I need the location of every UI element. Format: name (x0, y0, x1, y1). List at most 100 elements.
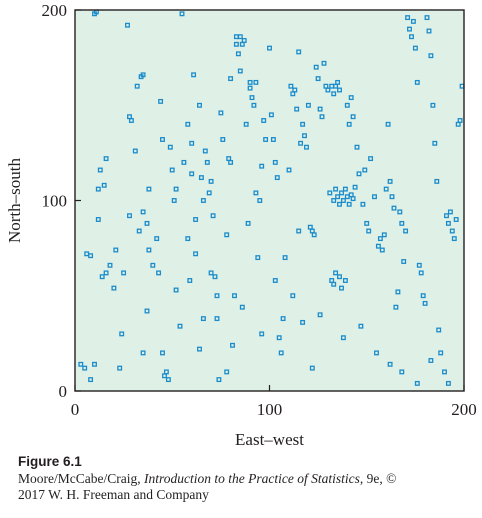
data-point (377, 236, 383, 242)
data-point (92, 361, 97, 367)
data-point (268, 112, 274, 118)
data-point (337, 201, 342, 207)
data-point (189, 171, 195, 177)
data-point (414, 380, 420, 386)
data-point (144, 220, 150, 226)
data-point (95, 217, 101, 222)
caption-book-title: Introduction to the Practice of Statisti… (143, 471, 360, 486)
data-point (191, 72, 197, 78)
data-point (125, 22, 130, 28)
data-point (296, 228, 302, 234)
data-point (321, 60, 327, 66)
data-point (111, 285, 117, 291)
data-point (333, 186, 339, 192)
data-point (300, 319, 306, 325)
data-point (278, 350, 284, 356)
data-point (154, 236, 160, 242)
data-point (220, 137, 226, 142)
data-point (249, 95, 255, 101)
data-point (212, 274, 218, 280)
data-point (78, 361, 84, 367)
data-point (362, 167, 368, 173)
data-point (436, 327, 442, 333)
data-point (416, 262, 422, 268)
data-point (113, 247, 119, 253)
data-point (432, 140, 438, 146)
data-point (399, 220, 405, 226)
data-point (224, 232, 230, 238)
data-point (397, 209, 403, 215)
data-point (169, 167, 175, 173)
data-point (181, 159, 187, 165)
data-point (208, 178, 214, 184)
data-point (288, 83, 294, 89)
caption-publisher: 2017 W. H. Freeman and Company (18, 487, 209, 502)
data-point (243, 121, 249, 127)
data-point (144, 308, 150, 314)
data-point (107, 262, 113, 268)
data-point (457, 118, 463, 123)
data-point (290, 293, 296, 299)
caption-edition: , 9e, © (359, 471, 397, 486)
data-point (245, 220, 251, 226)
data-point (276, 335, 282, 341)
data-point (298, 140, 304, 146)
data-point (179, 11, 185, 17)
data-point (140, 72, 146, 78)
data-point (204, 159, 210, 165)
data-point (422, 300, 428, 306)
data-point (407, 26, 412, 32)
data-point (366, 228, 372, 234)
data-point (239, 304, 245, 310)
data-point (156, 270, 162, 276)
data-point (259, 331, 265, 337)
data-point (410, 18, 416, 24)
data-point (272, 159, 278, 165)
data-point (237, 68, 243, 74)
data-point (177, 323, 183, 329)
data-point (121, 270, 127, 276)
data-point (337, 87, 342, 93)
data-point (317, 106, 323, 112)
data-point (294, 106, 300, 112)
data-point (296, 49, 302, 55)
data-point (171, 198, 177, 203)
data-point (360, 201, 366, 207)
data-point (210, 213, 216, 219)
data-point (442, 369, 447, 375)
data-point (409, 34, 414, 40)
data-point (103, 156, 109, 162)
data-point (140, 350, 146, 356)
data-point (405, 15, 411, 21)
data-point (403, 228, 409, 234)
data-point (445, 220, 451, 226)
data-point (232, 293, 237, 299)
data-point (200, 316, 206, 322)
data-point (241, 38, 247, 43)
data-point (420, 293, 426, 299)
data-point (119, 331, 125, 337)
data-point (346, 121, 352, 127)
data-point (173, 287, 179, 293)
data-point (449, 228, 455, 234)
data-point (383, 186, 389, 192)
data-point (331, 281, 337, 287)
data-point (381, 232, 387, 238)
y-tick-label: 0 (59, 382, 68, 401)
data-point (368, 156, 374, 162)
data-point (389, 194, 395, 200)
data-point (200, 198, 206, 203)
data-point (146, 247, 152, 253)
data-point (352, 184, 358, 190)
data-point (274, 175, 280, 181)
data-point (430, 102, 436, 108)
data-point (173, 186, 179, 192)
data-point (331, 91, 337, 97)
data-point (208, 270, 214, 276)
data-point (272, 278, 278, 283)
data-point (292, 87, 298, 93)
data-point (224, 369, 230, 375)
data-point (414, 79, 420, 85)
y-tick-label: 100 (42, 192, 68, 211)
data-point (185, 121, 191, 127)
